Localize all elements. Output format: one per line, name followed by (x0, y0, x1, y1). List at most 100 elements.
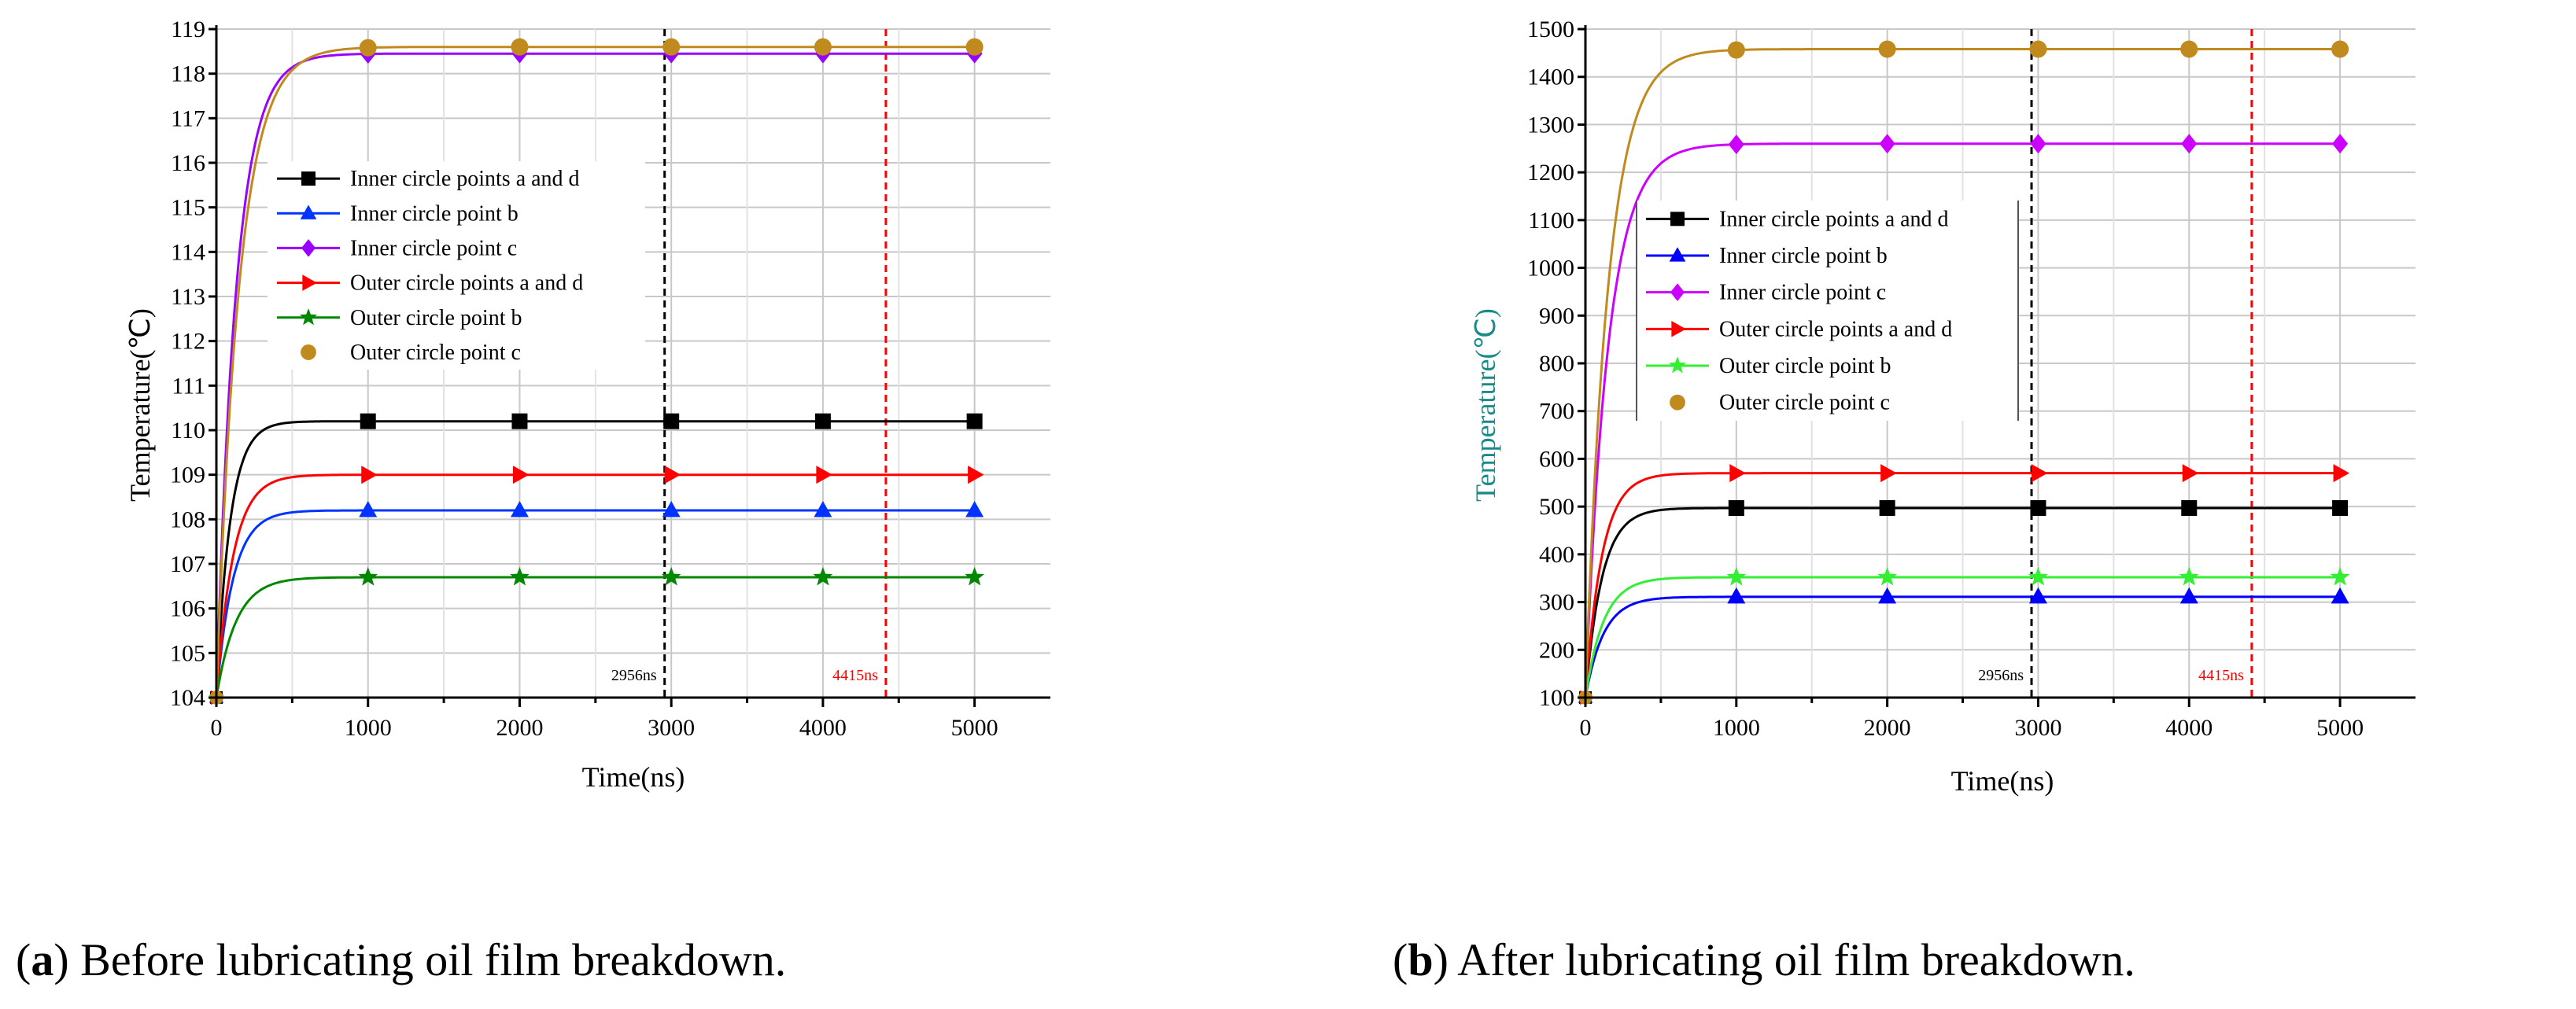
chart-b-legend-label: Inner circle points a and d (1719, 207, 1949, 231)
chart-a-data-point (663, 413, 680, 429)
chart-b-ytick-label: 1200 (1527, 160, 1574, 186)
chart-a-data-point (661, 567, 681, 586)
chart-a-series-line (215, 473, 975, 698)
chart-b-ytick-label: 1500 (1527, 17, 1574, 42)
chart-a-xtick-label: 3000 (648, 715, 695, 741)
chart-a-data-point (510, 501, 529, 517)
chart-a-data-point (511, 38, 529, 56)
chart-b-data-point (1727, 587, 1746, 604)
chart-b-data-point (2331, 587, 2349, 604)
chart-a-ytick-label: 112 (171, 329, 205, 355)
chart-a-data-point (814, 38, 832, 56)
chart-a-data-point (965, 501, 984, 517)
chart-b-data-point (1879, 134, 1895, 154)
chart-b-legend-label: Inner circle point c (1719, 281, 1886, 305)
chart-a-ytick-label: 106 (170, 596, 205, 622)
chart-a-axes (215, 25, 1050, 699)
chart-a-data-point (966, 413, 983, 429)
chart-a-xlabel: Time(ns) (582, 761, 685, 793)
chart-a-data-point (360, 413, 376, 429)
chart-b-legend-marker (1668, 356, 1687, 374)
chart-b-xtick-label: 3000 (2014, 715, 2061, 741)
chart-a-data-point (511, 413, 528, 429)
chart-a-data-point (662, 38, 681, 56)
chart-b-ytick-label: 300 (1539, 590, 1574, 616)
chart-b-series-line (1584, 142, 2341, 698)
chart-b-xtick-label: 0 (1580, 715, 1592, 741)
chart-b-data-point (2330, 567, 2350, 586)
chart-b-series-line (1584, 48, 2341, 698)
chart-a-legend-label: Inner circle points a and d (350, 167, 580, 191)
chart-b-legend-marker (1669, 247, 1686, 262)
chart-b-ylabel: Temperature(℃) (1470, 308, 1501, 502)
chart-b-data-point (1727, 41, 1745, 59)
chart-b-legend-box (1637, 201, 2018, 421)
chart-a-annotation-label: 4415ns (832, 667, 878, 684)
chart-a-data-point (664, 466, 681, 484)
chart-b-ytick-label: 800 (1539, 351, 1574, 377)
chart-a-legend-marker (301, 344, 316, 360)
chart-b-data-point (2180, 40, 2198, 58)
chart-b-ytick-label: 600 (1539, 446, 1574, 472)
chart-b-series-line (1584, 472, 2341, 698)
chart-a-legend-marker (300, 204, 317, 219)
chart-b-series-line (1584, 506, 2341, 698)
chart-b-xtick-label: 4000 (2165, 715, 2212, 741)
chart-b-data-point (2030, 499, 2046, 516)
chart-a-data-point (358, 567, 378, 586)
chart-b-data-point (1728, 499, 1744, 516)
chart-b-data-point (1729, 464, 1746, 483)
chart-a-legend: Inner circle points a and d Inner circle … (268, 161, 645, 370)
chart-a-xtick-label: 5000 (951, 715, 998, 741)
chart-a-ylabel: Temperature(℃) (124, 308, 156, 502)
chart-a-ytick-label: 116 (171, 150, 205, 176)
chart-b-data-point (1726, 567, 1747, 586)
chart-b-data-point (1877, 567, 1897, 586)
chart-b-legend: Inner circle points a and d Inner circle … (1636, 201, 2019, 421)
chart-b-xlabel: Time(ns) (1951, 765, 2054, 797)
chart-a-ytick-label: 113 (171, 284, 205, 310)
chart-b-ytick-label: 1300 (1527, 112, 1574, 138)
chart-b-ytick-label: 1400 (1527, 64, 1574, 90)
chart-b-data-point (2181, 134, 2198, 154)
chart-a-legend-label: Outer circle points a and d (350, 271, 583, 296)
chart-b-legend-label: Outer circle point b (1719, 354, 1891, 378)
chart-b-ytick-label: 400 (1539, 542, 1574, 568)
chart-a-ytick-label: 109 (170, 462, 205, 488)
chart-b-series-line (1584, 576, 2341, 698)
chart-a-data-point (512, 466, 530, 484)
chart-b-ytick-label: 900 (1539, 303, 1574, 329)
chart-a-data-point (361, 466, 378, 484)
chart-a-xtick-label: 2000 (496, 715, 543, 741)
chart-b-legend-label: Outer circle points a and d (1719, 317, 1952, 341)
chart-b-legend-marker (1670, 283, 1685, 301)
chart-a-ytick-label: 118 (171, 61, 205, 87)
chart-b-ytick-label: 700 (1539, 399, 1574, 425)
chart-a-legend-marker (301, 239, 316, 257)
chart-a-ytick-label: 111 (172, 373, 205, 399)
chart-b-annotation-lines: 2956ns 4415ns (1978, 29, 2253, 698)
chart-a-data-point (510, 567, 530, 586)
chart-a-data-point (359, 39, 377, 57)
chart-b-data-point (2028, 567, 2048, 586)
chart-a-xtick-label: 0 (211, 715, 223, 741)
chart-b-data-point (1728, 134, 1744, 155)
chart-a-data-point (816, 466, 832, 484)
chart-a-ytick-label: 114 (171, 239, 205, 265)
caption-a-label: a (31, 934, 54, 985)
chart-b-series-line (1584, 595, 2341, 698)
chart-b-legend-label: Inner circle point b (1719, 244, 1888, 268)
chart-b-axes (1584, 25, 2415, 699)
chart-a-ytick-label: 105 (170, 640, 205, 666)
chart-a-legend-label: Outer circle point c (350, 341, 521, 365)
chart-b-data-point (2332, 499, 2349, 516)
caption-b-label: b (1408, 934, 1433, 985)
chart-b-ytick-label: 100 (1539, 685, 1574, 711)
chart-a-legend-label: Inner circle point b (350, 201, 519, 226)
chart-b-annotation-label: 2956ns (1978, 667, 2024, 684)
chart-b-data-point (1880, 464, 1897, 483)
chart-b-legend-label: Outer circle point c (1719, 391, 1890, 415)
chart-a-ytick-label: 110 (171, 418, 205, 444)
chart-b-ytick-label: 200 (1539, 637, 1574, 663)
